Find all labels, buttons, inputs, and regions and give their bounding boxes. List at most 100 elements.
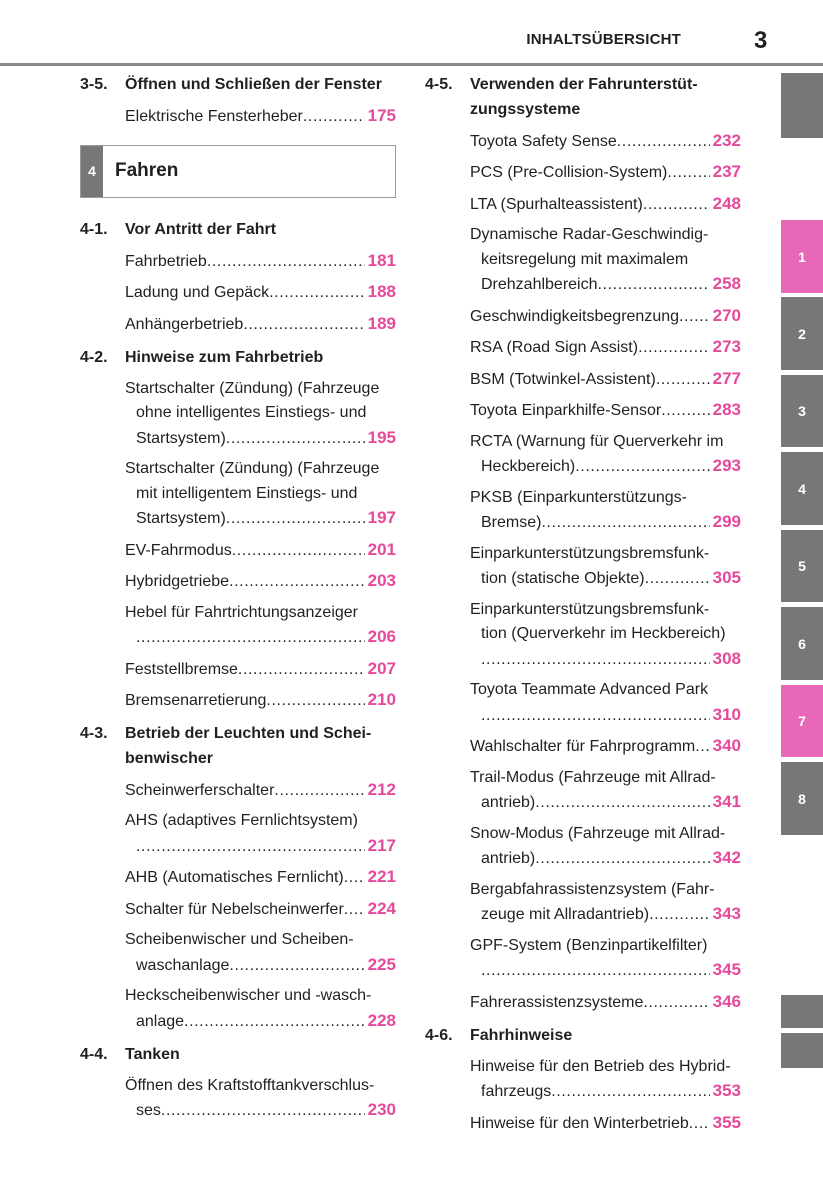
section-heading[interactable]: 4-1. Vor Antritt der Fahrt xyxy=(80,218,396,243)
entry-title: ohne intelligentes Einstiegs- und xyxy=(136,404,367,421)
page-link[interactable]: 221 xyxy=(367,867,396,886)
chapter-tab-3[interactable]: 3 xyxy=(781,375,823,447)
chapter-tab-5[interactable]: 5 xyxy=(781,530,823,602)
toc-entry[interactable]: Toyota Teammate Advanced Park310 xyxy=(470,678,741,728)
chapter-tab[interactable] xyxy=(781,995,823,1028)
page-link[interactable]: 230 xyxy=(367,1100,396,1119)
page-link[interactable]: 305 xyxy=(712,568,741,587)
toc-entry[interactable]: Anhängerbetrieb 189 xyxy=(125,312,396,338)
toc-entry[interactable]: Fahrerassistenzsysteme 346 xyxy=(470,990,741,1016)
page-link[interactable]: 308 xyxy=(712,648,741,668)
page-link[interactable]: 181 xyxy=(367,250,396,270)
section-heading[interactable]: 3-5. Öffnen und Schließen der Fenster xyxy=(80,73,396,98)
page-link[interactable]: 197 xyxy=(367,508,396,527)
page-link[interactable]: 258 xyxy=(712,274,741,293)
toc-entry[interactable]: Einparkunterstützungsbremsfunk-tion (Que… xyxy=(470,598,741,673)
toc-entry[interactable]: AHS (adaptives Fernlichtsystem) 217 xyxy=(125,809,396,859)
toc-entry[interactable]: Toyota Einparkhilfe-Sensor 283 xyxy=(470,398,741,424)
toc-entry[interactable]: Geschwindigkeitsbegrenzung 270 xyxy=(470,304,741,330)
page-link[interactable]: 270 xyxy=(712,305,741,325)
page-link[interactable]: 206 xyxy=(367,627,396,646)
page-link[interactable]: 283 xyxy=(712,400,741,419)
toc-entry[interactable]: Ladung und Gepäck 188 xyxy=(125,280,396,306)
toc-entry[interactable]: Einparkunterstützungsbremsfunk-tion (sta… xyxy=(470,542,741,592)
entry-line: Ladung und Gepäck 188 xyxy=(125,280,396,306)
page-link[interactable]: 224 xyxy=(367,898,396,918)
section-heading[interactable]: 4-2. Hinweise zum Fahrbetrieb xyxy=(80,346,396,371)
page-link[interactable]: 341 xyxy=(712,792,741,811)
toc-entry[interactable]: Dynamische Radar-Geschwindig-keitsregelu… xyxy=(470,223,741,298)
page-link[interactable]: 355 xyxy=(712,1112,741,1132)
page-link[interactable]: 210 xyxy=(367,690,396,709)
toc-entry[interactable]: Startschalter (Zündung) (Fahrzeuge mit in… xyxy=(125,457,396,532)
chapter-tab[interactable] xyxy=(781,1033,823,1068)
page-link[interactable]: 340 xyxy=(712,736,741,755)
toc-entry[interactable]: PCS (Pre-Collision-System) 237 xyxy=(470,160,741,186)
chapter-tab-7[interactable]: 7 xyxy=(781,685,823,757)
toc-entry[interactable]: Snow-Modus (Fahrzeuge mit Allrad-antrieb… xyxy=(470,822,741,872)
page-link[interactable]: 353 xyxy=(712,1081,741,1100)
toc-entry[interactable]: Trail-Modus (Fahrzeuge mit Allrad-antrie… xyxy=(470,766,741,816)
page-link[interactable]: 343 xyxy=(712,904,741,923)
toc-entry[interactable]: Toyota Safety Sense 232 xyxy=(470,129,741,155)
page-link[interactable]: 293 xyxy=(712,456,741,475)
toc-entry[interactable]: AHB (Automatisches Fernlicht) 221 xyxy=(125,865,396,891)
toc-entry[interactable]: Öffnen des Kraftstofftankverschlus-ses 23… xyxy=(125,1074,396,1124)
section-heading[interactable]: 4-5. Verwenden der Fahrunterstüt-zungssys… xyxy=(425,73,741,122)
toc-entry[interactable]: Scheinwerferschalter 212 xyxy=(125,778,396,804)
toc-entry[interactable]: Fahrbetrieb 181 xyxy=(125,249,396,275)
toc-entry[interactable]: Hinweise für den Winterbetrieb 355 xyxy=(470,1111,741,1137)
toc-entry[interactable]: Schalter für Nebelscheinwerfer 224 xyxy=(125,897,396,923)
section-heading[interactable]: 4-4. Tanken xyxy=(80,1043,396,1068)
toc-entry[interactable]: PKSB (Einparkunterstützungs- Bremse) 299 xyxy=(470,486,741,536)
toc-entry[interactable]: Elektrische Fensterheber 175 xyxy=(125,104,396,130)
page-link[interactable]: 195 xyxy=(367,427,396,447)
toc-entry[interactable]: Bremsenarretierung 210 xyxy=(125,688,396,714)
toc-entry[interactable]: BSM (Totwinkel-Assistent) 277 xyxy=(470,367,741,393)
page-link[interactable]: 342 xyxy=(712,848,741,867)
toc-entry[interactable]: LTA (Spurhalteassistent) 248 xyxy=(470,192,741,218)
section-heading[interactable]: 4-6. Fahrhinweise xyxy=(425,1024,741,1049)
page-link[interactable]: 189 xyxy=(367,313,396,333)
page-link[interactable]: 212 xyxy=(367,779,396,799)
toc-entry[interactable]: Hybridgetriebe 203 xyxy=(125,569,396,595)
chapter-tab-4[interactable]: 4 xyxy=(781,452,823,525)
page-link[interactable]: 217 xyxy=(367,835,396,855)
toc-entry[interactable]: Hinweise für den Betrieb des Hybrid-fahr… xyxy=(470,1055,741,1105)
chapter-tab-6[interactable]: 6 xyxy=(781,607,823,680)
page-link[interactable]: 207 xyxy=(367,658,396,678)
page-link[interactable]: 175 xyxy=(367,106,396,125)
toc-entry[interactable]: RCTA (Warnung für Querverkehr im Heckbere… xyxy=(470,430,741,480)
toc-entry[interactable]: Hebel für Fahrtrichtungsanzeiger 206 xyxy=(125,601,396,651)
toc-entry[interactable]: Bergabfahrassistenzsystem (Fahr-zeuge mi… xyxy=(470,878,741,928)
chapter-tab[interactable] xyxy=(781,73,823,138)
toc-entry[interactable]: EV-Fahrmodus 201 xyxy=(125,538,396,564)
page-link[interactable]: 188 xyxy=(367,282,396,301)
page-link[interactable]: 345 xyxy=(712,960,741,979)
page-link[interactable]: 248 xyxy=(712,193,741,213)
page-link[interactable]: 232 xyxy=(712,130,741,150)
page-link[interactable]: 277 xyxy=(712,368,741,388)
toc-entry[interactable]: RSA (Road Sign Assist) 273 xyxy=(470,335,741,361)
toc-entry[interactable]: Feststellbremse 207 xyxy=(125,657,396,683)
page-link[interactable]: 201 xyxy=(367,539,396,559)
chapter-tab-8[interactable]: 8 xyxy=(781,762,823,835)
toc-entry[interactable]: GPF-System (Benzinpartikelfilter)345 xyxy=(470,934,741,984)
page-link[interactable]: 273 xyxy=(712,337,741,356)
chapter-tab-1[interactable]: 1 xyxy=(781,220,823,293)
page-link[interactable]: 225 xyxy=(367,954,396,974)
page-link[interactable]: 237 xyxy=(712,162,741,181)
toc-entry[interactable]: Scheibenwischer und Scheiben-waschanlage… xyxy=(125,928,396,978)
toc-entry[interactable]: Wahlschalter für Fahrprogramm 340 xyxy=(470,734,741,760)
page-link[interactable]: 228 xyxy=(367,1010,396,1030)
toc-entry[interactable]: Startschalter (Zündung) (Fahrzeuge ohne i… xyxy=(125,377,396,452)
page-link[interactable]: 203 xyxy=(367,571,396,590)
page-link[interactable]: 346 xyxy=(712,991,741,1011)
chapter-title: Fahren xyxy=(115,160,179,181)
page-link[interactable]: 299 xyxy=(712,512,741,531)
section-heading[interactable]: 4-3. Betrieb der Leuchten und Schei-benwi… xyxy=(80,722,396,771)
toc-entry[interactable]: Heckscheibenwischer und -wasch-anlage 228 xyxy=(125,984,396,1034)
page-link[interactable]: 310 xyxy=(712,704,741,724)
entry-line: 308 xyxy=(470,647,741,673)
chapter-tab-2[interactable]: 2 xyxy=(781,297,823,370)
